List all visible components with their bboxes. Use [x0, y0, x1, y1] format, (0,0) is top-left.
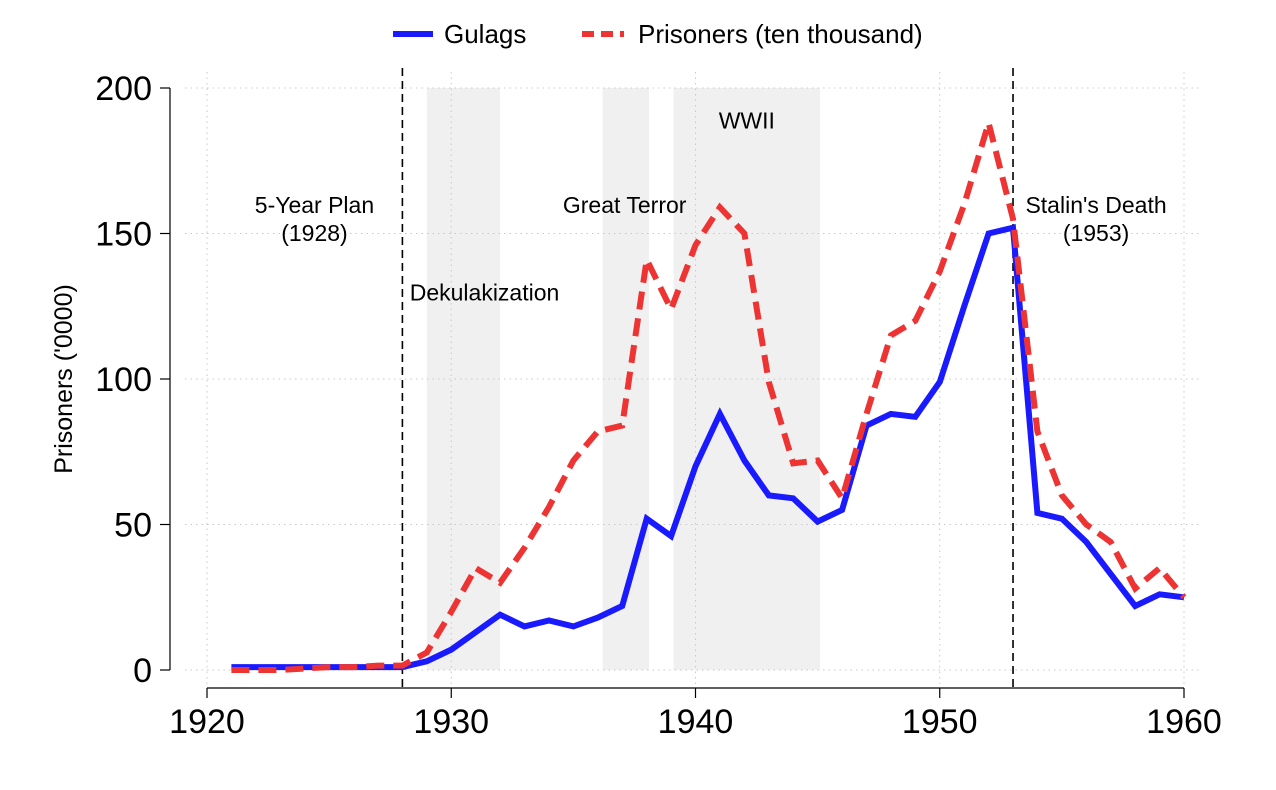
- y-tick-label: 200: [95, 70, 152, 108]
- x-tick-label: 1930: [413, 703, 489, 741]
- x-tick-label: 1920: [169, 703, 245, 741]
- series-line: [231, 111, 1187, 673]
- series-line: [231, 223, 1185, 671]
- annotation-label: Dekulakization: [410, 279, 560, 305]
- shaded-periods: [426, 88, 821, 670]
- annotation-label: WWII: [719, 108, 775, 134]
- legend: Gulags Prisoners (ten thousand): [393, 19, 923, 49]
- shaded-period: [426, 88, 501, 670]
- y-axis-title: Prisoners ('0000): [50, 284, 78, 474]
- x-tick-label: 1960: [1146, 703, 1222, 741]
- legend-label: Prisoners (ten thousand): [638, 19, 923, 49]
- x-tick-label: 1950: [902, 703, 978, 741]
- annotation-label: (1953): [1063, 220, 1129, 246]
- y-tick-label: 0: [133, 652, 152, 690]
- annotation-label: (1928): [281, 220, 347, 246]
- series-lines: [231, 111, 1187, 673]
- annotation-label: Great Terror: [563, 192, 687, 218]
- x-tick-label: 1940: [658, 703, 734, 741]
- annotations: 5-Year Plan(1928) Dekulakization Great Ter…: [255, 108, 1167, 306]
- y-tick-label: 50: [114, 507, 152, 545]
- annotation-label: 5-Year Plan: [255, 192, 374, 218]
- axes: 0 50 100 150 200 1920 1930 1940 1950 1960: [95, 70, 1222, 741]
- annotation-label: Stalin's Death: [1025, 192, 1166, 218]
- y-tick-label: 150: [95, 216, 152, 254]
- y-tick-label: 100: [95, 361, 152, 399]
- legend-label: Gulags: [444, 19, 526, 49]
